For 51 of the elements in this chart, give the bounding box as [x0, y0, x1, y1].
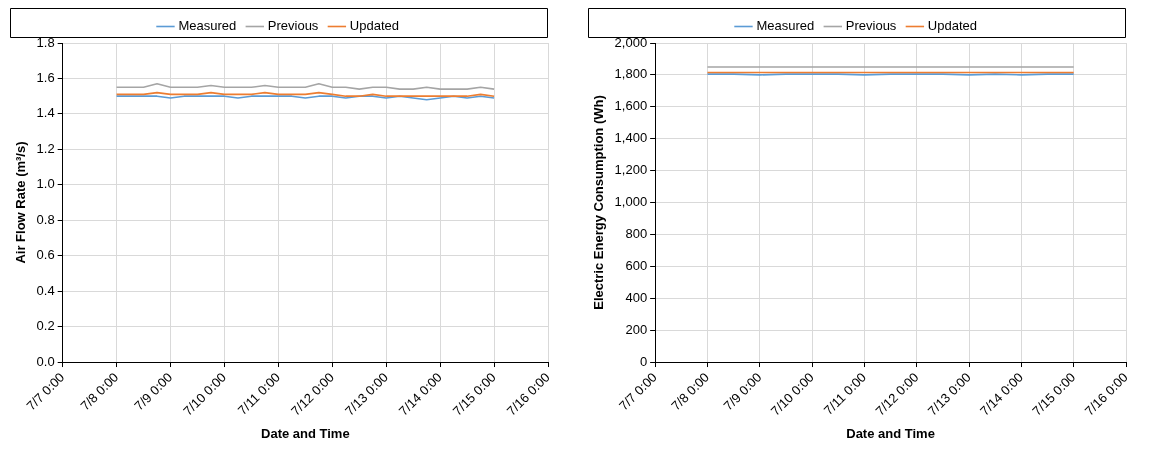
x-tick-label: 7/16 0:00 [1081, 369, 1131, 419]
y-tick-label: 1,800 [614, 66, 648, 82]
x-tick-label: 7/8 0:00 [77, 369, 122, 414]
y-tick-label: 0.8 [36, 211, 55, 227]
x-tick-label: 7/7 0:00 [23, 369, 68, 414]
x-tick-label: 7/7 0:00 [615, 369, 660, 414]
y-tick-label: 0.2 [36, 318, 55, 334]
x-tick-label: 7/15 0:00 [1029, 369, 1079, 419]
y-tick-label: 1.4 [36, 105, 55, 121]
legend-label: Updated [927, 18, 978, 34]
y-tick-label: 1.0 [36, 176, 55, 192]
x-tick-label: 7/10 0:00 [767, 369, 817, 419]
y-tick-label: 1.8 [36, 34, 55, 50]
x-tick-label: 7/9 0:00 [131, 369, 176, 414]
y-axis-title: Electric Energy Consumption (Wh) [591, 95, 607, 310]
x-tick-label: 7/8 0:00 [668, 369, 713, 414]
y-tick-label: 0.0 [36, 353, 55, 369]
x-tick-label: 7/14 0:00 [395, 369, 445, 419]
x-tick-label: 7/16 0:00 [503, 369, 553, 419]
x-tick-label: 7/12 0:00 [872, 369, 922, 419]
y-tick-label: 2,000 [614, 34, 648, 50]
x-tick-label: 7/15 0:00 [449, 369, 499, 419]
y-tick-label: 0 [639, 353, 648, 369]
x-tick-label: 7/13 0:00 [924, 369, 974, 419]
y-tick-label: 600 [625, 257, 648, 273]
y-tick-label: 800 [625, 226, 648, 241]
y-tick-label: 1,000 [614, 194, 648, 210]
legend-label: Measured [756, 18, 815, 34]
y-tick-label: 1.6 [36, 70, 55, 86]
x-axis-title: Date and Time [261, 425, 350, 441]
x-tick-label: 7/10 0:00 [180, 369, 230, 419]
x-tick-label: 7/9 0:00 [720, 369, 765, 414]
legend-label: Previous [267, 18, 319, 34]
legend-label: Updated [349, 18, 400, 34]
y-tick-label: 1,400 [614, 130, 648, 146]
x-tick-label: 7/13 0:00 [341, 369, 391, 419]
x-axis-title: Date and Time [846, 425, 935, 441]
x-tick-label: 7/12 0:00 [288, 369, 337, 419]
x-tick-label: 7/14 0:00 [977, 369, 1027, 419]
y-axis-title: Air Flow Rate (m³/s) [13, 141, 29, 264]
legend-label: Measured [178, 18, 237, 34]
y-tick-label: 200 [625, 321, 648, 337]
x-tick-label: 7/11 0:00 [820, 369, 870, 418]
y-tick-label: 400 [625, 289, 648, 305]
y-tick-label: 0.4 [36, 282, 55, 298]
x-tick-label: 7/11 0:00 [234, 369, 284, 418]
y-tick-label: 0.6 [36, 247, 55, 263]
legend-label: Previous [845, 18, 897, 34]
y-tick-label: 1.2 [36, 140, 55, 156]
y-tick-label: 1,200 [614, 162, 648, 178]
y-tick-label: 1,600 [614, 98, 648, 114]
